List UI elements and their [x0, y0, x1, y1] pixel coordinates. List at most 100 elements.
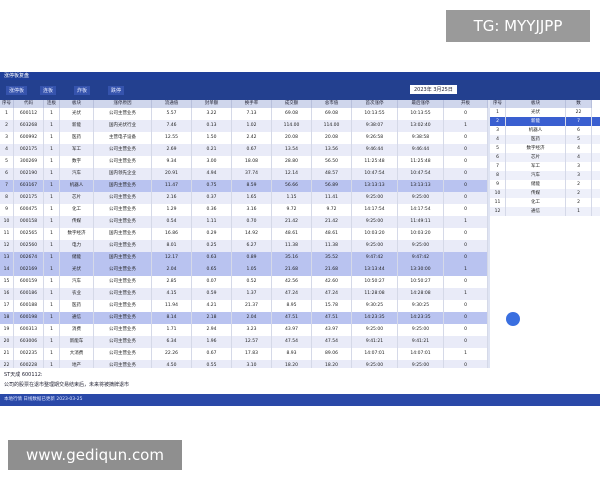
table-cell: 0.89	[232, 252, 272, 264]
table-row[interactable]: 14 002169 1 光伏 公司主营业务 2.04 0.65 1.05 21.68 21.68 1…	[0, 264, 488, 276]
side-row[interactable]: 1 光伏 22	[490, 108, 600, 117]
table-cell: 1	[44, 300, 60, 312]
table-row[interactable]: 15 600159 1 汽车 公司主营业务 2.85 0.07 0.52 42.56 42.60 1…	[0, 276, 488, 288]
table-cell: 114.00	[272, 120, 312, 132]
table-cell: 10:50:27	[398, 276, 444, 288]
table-row[interactable]: 16 600186 1 农业 公司主营业务 4.15 0.59 1.37 47.24 47.24 1…	[0, 288, 488, 300]
table-cell: 1.15	[272, 192, 312, 204]
table-cell: 公司主营业务	[94, 144, 152, 156]
table-row[interactable]: 19 600313 1 消费 公司主营业务 1.71 2.94 3.23 43.97 43.97 9…	[0, 324, 488, 336]
column-header: 换手率	[232, 100, 272, 108]
column-header: 最后涨停	[398, 100, 444, 108]
table-row[interactable]: 2 603268 1 新能 国内光伏行业 7.46 0.13 1.02 114.00 114.00…	[0, 120, 488, 132]
toolbar-button[interactable]: 炸板	[74, 86, 91, 95]
table-cell: 69.08	[272, 108, 312, 120]
table-row[interactable]: 6 002190 1 汽车 国内领先企业 20.91 4.94 37.74 12.14 48.57…	[0, 168, 488, 180]
table-cell: 600313	[14, 324, 44, 336]
table-cell: 47.51	[272, 312, 312, 324]
table-cell: 21.42	[272, 216, 312, 228]
side-row[interactable]: 12 通信 1	[490, 207, 600, 216]
table-cell: 8	[0, 192, 14, 204]
side-cell: 2	[566, 198, 592, 207]
table-row[interactable]: 5 300269 1 数字 公司主营业务 9.34 3.00 18.08 28.80 56.50 1…	[0, 156, 488, 168]
table-cell: 0.70	[232, 216, 272, 228]
table-row[interactable]: 8 002175 1 芯片 公司主营业务 2.16 0.37 1.65 1.15 11.41 9:2…	[0, 192, 488, 204]
table-row[interactable]: 4 002175 1 军工 公司主营业务 2.69 0.21 0.67 13.54 13.56 9:…	[0, 144, 488, 156]
float-button[interactable]	[506, 312, 520, 326]
table-row[interactable]: 21 002235 1 大消费 公司主营业务 22.26 0.67 17.83 8.93 89.0…	[0, 348, 488, 360]
table-cell: 1	[44, 324, 60, 336]
table-cell: 300269	[14, 156, 44, 168]
table-cell: 1	[44, 108, 60, 120]
table-row[interactable]: 3 600992 1 医药 主营电子设备 12.55 1.50 2.42 20.08 20.08 9…	[0, 132, 488, 144]
table-cell: 3	[0, 132, 14, 144]
table-cell: 0	[444, 132, 488, 144]
table-row[interactable]: 12 002560 1 电力 公司主营业务 8.01 0.25 6.27 11.38 11.38 9…	[0, 240, 488, 252]
side-row[interactable]: 8 汽车 3	[490, 171, 600, 180]
side-row[interactable]: 11 化工 2	[490, 198, 600, 207]
table-cell: 6	[0, 168, 14, 180]
table-cell: 43.97	[272, 324, 312, 336]
table-cell: 114.00	[312, 120, 352, 132]
table-cell: 002175	[14, 144, 44, 156]
side-row[interactable]: 4 医药 5	[490, 135, 600, 144]
table-cell: 002235	[14, 348, 44, 360]
table-cell: 002169	[14, 264, 44, 276]
table-cell: 2	[0, 120, 14, 132]
table-cell: 1	[44, 264, 60, 276]
side-row[interactable]: 5 数字经济 4	[490, 144, 600, 153]
table-row[interactable]: 7 603167 1 机器人 国内主营业务 11.47 0.75 8.59 56.66 56.89…	[0, 180, 488, 192]
table-cell: 数字经济	[60, 228, 94, 240]
table-cell: 13:13:13	[398, 180, 444, 192]
table-cell: 47.24	[272, 288, 312, 300]
side-cell: 6	[566, 126, 592, 135]
side-cell: 芯片	[506, 153, 566, 162]
table-row[interactable]: 10 000158 1 传媒 公司主营业务 0.54 1.11 0.70 21.42 21.42 9…	[0, 216, 488, 228]
table-cell: 10:50:27	[352, 276, 398, 288]
side-row[interactable]: 2 新能 7	[490, 117, 600, 126]
side-row[interactable]: 10 传媒 2	[490, 189, 600, 198]
table-cell: 21.42	[312, 216, 352, 228]
table-cell: 47.54	[312, 336, 352, 348]
toolbar-button[interactable]: 连板	[40, 86, 57, 95]
table-row[interactable]: 20 603006 1 新能车 公司主营业务 6.34 1.96 12.57 47.54 47.5…	[0, 336, 488, 348]
table-cell: 0	[444, 228, 488, 240]
table-cell: 储能	[60, 252, 94, 264]
table-row[interactable]: 22 600228 1 地产 公司主营业务 4.50 0.55 3.10 18.20 18.20 9…	[0, 360, 488, 368]
table-cell: 002560	[14, 240, 44, 252]
date-picker[interactable]: 2023年 3月25日	[410, 85, 457, 94]
side-cell: 4	[566, 153, 592, 162]
table-row[interactable]: 9 600475 1 化工 公司主营业务 1.29 0.36 3.16 9.72 9.72 14:1…	[0, 204, 488, 216]
table-cell: 传媒	[60, 216, 94, 228]
table-cell: 0	[444, 312, 488, 324]
table-cell: 0.54	[152, 216, 192, 228]
side-row[interactable]: 9 储能 2	[490, 180, 600, 189]
side-row[interactable]: 3 机器人 6	[490, 126, 600, 135]
table-row[interactable]: 18 600198 1 通信 公司主营业务 8.14 2.18 2.04 47.51 47.51 1…	[0, 312, 488, 324]
side-row[interactable]: 7 军工 3	[490, 162, 600, 171]
table-row[interactable]: 13 002674 1 储能 国内主营业务 12.17 0.63 0.89 35.16 35.52…	[0, 252, 488, 264]
table-cell: 10:13:55	[398, 108, 444, 120]
table-cell: 1	[44, 120, 60, 132]
side-cell: 5	[566, 135, 592, 144]
table-cell: 1	[44, 204, 60, 216]
table-cell: 13.54	[272, 144, 312, 156]
table-cell: 0	[444, 324, 488, 336]
side-cell: 5	[490, 144, 506, 153]
table-cell: 0.67	[192, 348, 232, 360]
table-cell: 7.13	[232, 108, 272, 120]
table-cell: 0	[444, 252, 488, 264]
table-cell: 1	[444, 348, 488, 360]
side-row[interactable]: 6 芯片 4	[490, 153, 600, 162]
table-cell: 18	[0, 312, 14, 324]
toolbar-button[interactable]: 跌停	[108, 86, 125, 95]
table-row[interactable]: 1 600112 1 光伏 公司主营业务 5.57 3.22 7.13 69.08 69.08 10…	[0, 108, 488, 120]
table-cell: 2.42	[232, 132, 272, 144]
table-cell: 1.02	[232, 120, 272, 132]
table-row[interactable]: 17 600188 1 医药 公司主营业务 11.94 4.21 21.37 8.95 15.78…	[0, 300, 488, 312]
table-cell: 11:25:48	[398, 156, 444, 168]
toolbar-button[interactable]: 涨停板	[6, 86, 28, 95]
side-cell: 1	[566, 207, 592, 216]
table-row[interactable]: 11 002565 1 数字经济 国内主营业务 16.86 0.29 14.92 48.61 48…	[0, 228, 488, 240]
table-cell: 20.91	[152, 168, 192, 180]
